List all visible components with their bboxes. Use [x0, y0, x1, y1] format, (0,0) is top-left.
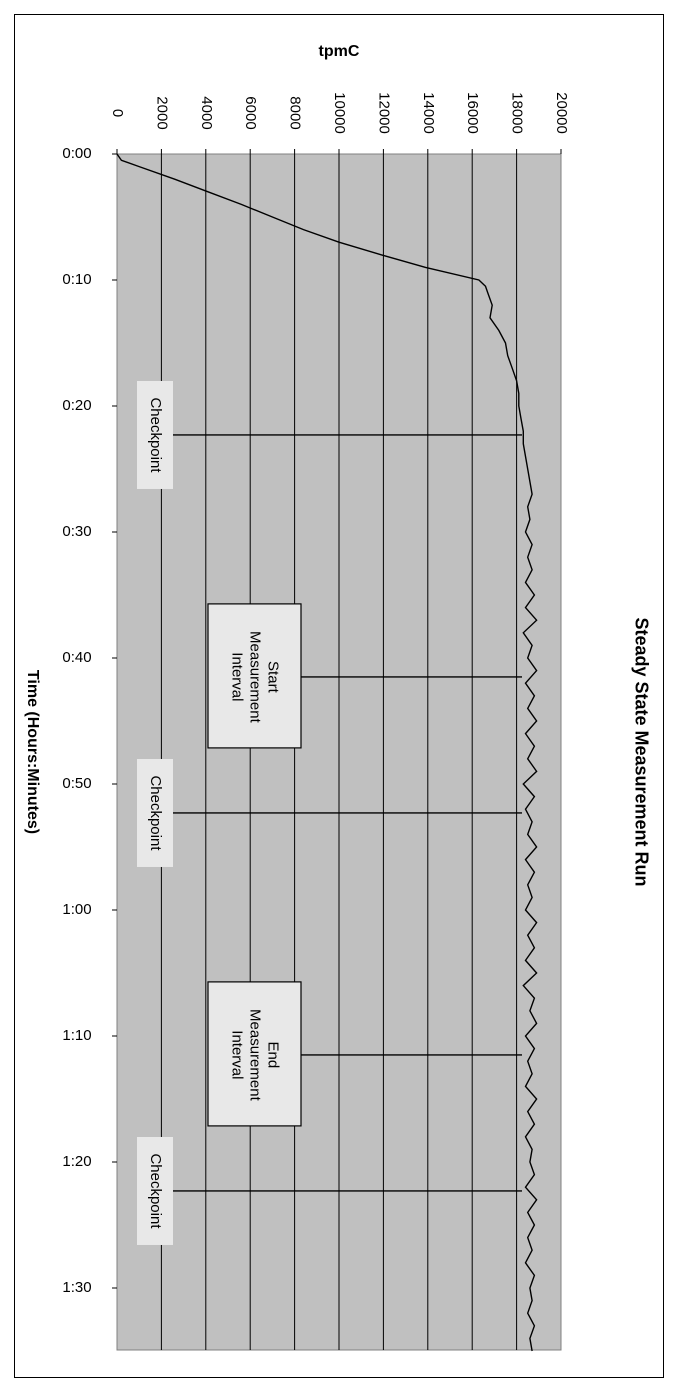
- y-tick-label: 4000: [198, 96, 215, 129]
- y-tick-label: 0: [109, 109, 126, 117]
- y-tick-label: 10000: [331, 92, 348, 134]
- y-tick-label: 20000: [553, 92, 570, 134]
- annotation-label: Interval: [229, 652, 246, 701]
- y-tick-label: 6000: [242, 96, 259, 129]
- annotation-label: Checkpoint: [147, 397, 164, 473]
- annotation-label: Interval: [229, 1030, 246, 1079]
- chart-frame: [14, 14, 664, 1378]
- y-tick-label: 8000: [287, 96, 304, 129]
- annotation-label: Measurement: [247, 631, 264, 724]
- chart-title: Steady State Measurement Run: [631, 617, 651, 886]
- annotation-box: [137, 380, 173, 489]
- y-tick-label: 12000: [375, 92, 392, 134]
- y-tick-label: 18000: [509, 92, 526, 134]
- y-tick-label: 14000: [420, 92, 437, 134]
- x-tick-label: 0:30: [62, 523, 91, 540]
- x-tick-label: 0:20: [62, 397, 91, 414]
- annotation-label: End: [265, 1042, 282, 1069]
- x-tick-label: 0:10: [62, 271, 91, 288]
- series-line: [116, 153, 538, 1352]
- x-tick-label: 0:50: [62, 775, 91, 792]
- annotation-label: Measurement: [247, 1009, 264, 1102]
- annotation-box: [137, 1136, 173, 1245]
- x-tick-label: 0:40: [62, 649, 91, 666]
- annotation-label: Checkpoint: [147, 775, 164, 851]
- x-tick-label: 1:10: [62, 1027, 91, 1044]
- annotation-box: [207, 603, 302, 749]
- annotation-label: Checkpoint: [147, 1153, 164, 1229]
- x-tick-label: 1:00: [62, 901, 91, 918]
- annotation-box: [207, 981, 302, 1127]
- y-axis-title: tpmC: [319, 43, 360, 60]
- x-axis-title: Time (Hours:Minutes): [24, 670, 41, 834]
- x-tick-label: 1:20: [62, 1153, 91, 1170]
- x-tick-label: 0:00: [62, 145, 91, 162]
- y-tick-label: 16000: [464, 92, 481, 134]
- y-tick-label: 2000: [153, 96, 170, 129]
- x-tick-label: 1:30: [62, 1279, 91, 1296]
- annotation-box: [137, 758, 173, 867]
- annotation-label: Start: [265, 661, 282, 694]
